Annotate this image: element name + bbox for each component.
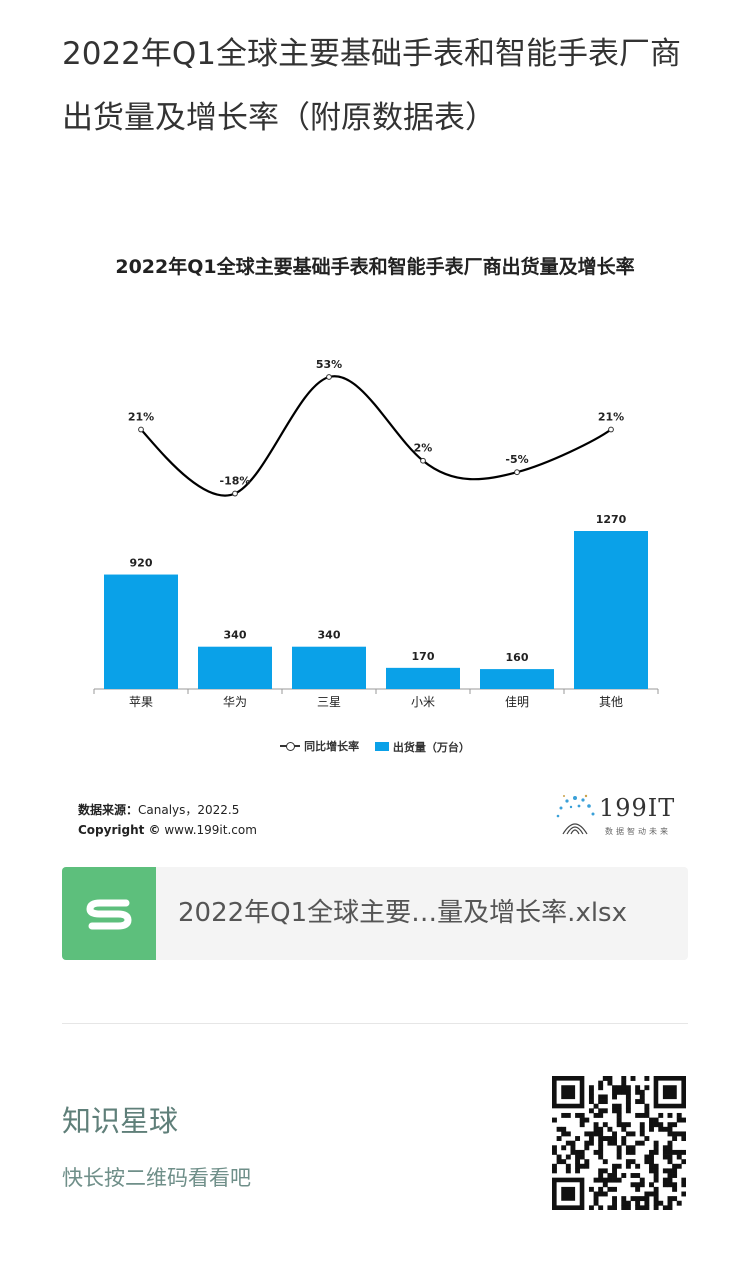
attachment-filename: 2022年Q1全球主要…量及增长率.xlsx [178, 898, 627, 928]
x-tick-label-1: 苹果 [129, 695, 153, 709]
spreadsheet-icon [62, 867, 156, 960]
combo-chart: 920 苹果 340 华为 340 三星 170 小米 160 佳明 1270 其他 21% -18% 53… [93, 358, 659, 709]
growth-label-1: 21% [128, 411, 154, 424]
qr-code-icon[interactable] [552, 1076, 686, 1210]
bar-label-4: 170 [412, 650, 435, 663]
source-value: Canalys，2022.5 [138, 803, 240, 817]
legend-item-shipments: 出货量（万台） [374, 739, 470, 755]
x-tick-label-6: 其他 [599, 695, 623, 709]
bar-2 [198, 646, 272, 689]
growth-label-6: 21% [598, 411, 624, 424]
legend-item-growth: 同比增长率 [280, 738, 359, 754]
bar-1 [104, 574, 178, 689]
growth-point-4 [420, 457, 426, 464]
growth-label-3: 53% [316, 358, 342, 371]
source-label: 数据来源： [78, 803, 139, 817]
growth-line [140, 375, 612, 497]
growth-label-4: 2% [414, 442, 433, 455]
growth-point-2 [232, 490, 238, 497]
growth-point-1 [138, 426, 144, 433]
bar-3 [292, 646, 366, 689]
bar-5 [480, 669, 554, 689]
attachment-card[interactable]: 2022年Q1全球主要…量及增长率.xlsx [62, 867, 688, 960]
growth-point-6 [608, 426, 614, 433]
bar-label-5: 160 [506, 651, 529, 664]
bar-label-2: 340 [224, 629, 247, 642]
brand-logo: 199IT 数据智动未来 [553, 792, 693, 840]
x-tick-label-4: 小米 [411, 695, 435, 709]
bar-swatch-icon [374, 742, 389, 751]
chart-image: 2022年Q1全球主要基础手表和智能手表厂商出货量及增长率 920 苹果 340 华为… [0, 236, 750, 856]
line-marker-icon [280, 741, 301, 751]
bar-6 [574, 531, 648, 689]
promo-subtitle: 快长按二维码看看吧 [62, 1166, 251, 1190]
legend-label-growth: 同比增长率 [304, 740, 360, 753]
x-tick-label-3: 三星 [317, 695, 341, 709]
page-title: 2022年Q1全球主要基础手表和智能手表厂商出货量及增长率（附原数据表） [62, 36, 682, 136]
bar-label-6: 1270 [596, 513, 627, 526]
brand-name: 199IT [599, 794, 676, 822]
growth-label-2: -18% [220, 475, 251, 488]
growth-point-5 [514, 469, 520, 476]
growth-point-3 [326, 374, 332, 380]
chart-legend: 同比增长率 出货量（万台） [0, 738, 750, 755]
legend-label-shipments: 出货量（万台） [392, 740, 470, 754]
divider [62, 1023, 688, 1024]
bar-4 [386, 667, 460, 689]
promo-title: 知识星球 [62, 1104, 179, 1138]
chart-title: 2022年Q1全球主要基础手表和智能手表厂商出货量及增长率 [115, 256, 635, 278]
copyright-label: Copyright © [78, 823, 161, 837]
dandelion-icon [556, 794, 595, 835]
growth-label-5: -5% [505, 453, 528, 466]
chart-source: 数据来源：Canalys，2022.5 Copyright © www.199i… [78, 800, 257, 840]
x-tick-label-2: 华为 [223, 695, 247, 709]
copyright-value: www.199it.com [160, 823, 257, 837]
bar-label-3: 340 [318, 629, 341, 642]
bar-label-1: 920 [130, 557, 153, 570]
brand-slogan: 数据智动未来 [605, 827, 671, 836]
x-tick-label-5: 佳明 [505, 695, 529, 709]
